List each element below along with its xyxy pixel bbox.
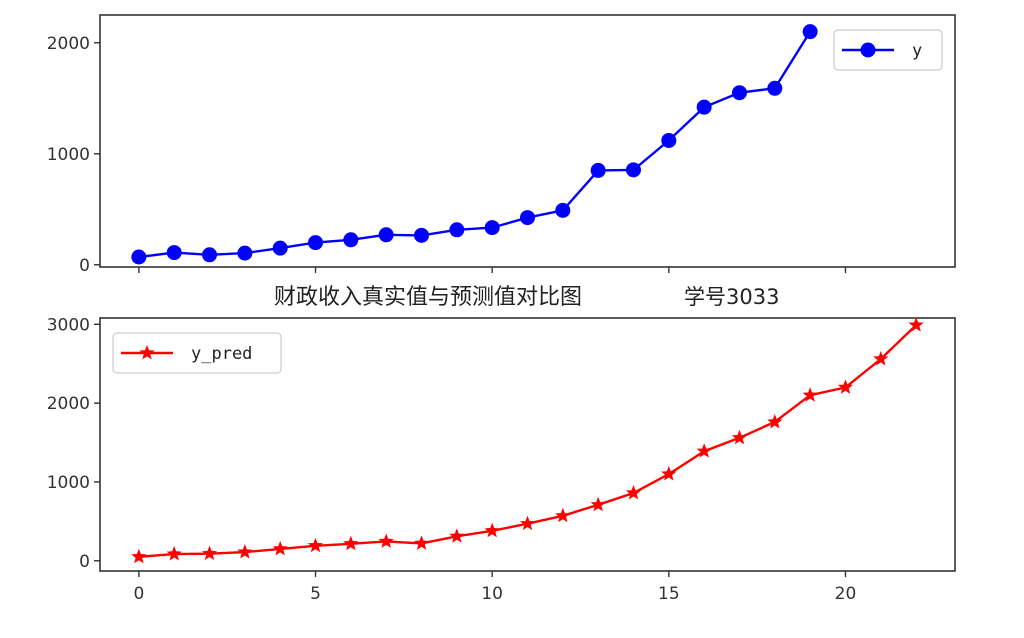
data-point [272,540,288,556]
data-point [413,535,430,550]
data-point [307,537,324,553]
data-point [837,379,854,394]
data-point [343,535,359,551]
data-point [802,387,818,402]
x-tick-label: 5 [310,584,321,604]
data-point [131,548,147,564]
data-point [449,222,465,238]
y-tick-label: 2000 [47,394,90,414]
chart-title: 财政收入真实值与预测值对比图 [274,285,582,310]
y-tick-label: 1000 [47,473,90,493]
legend-label: y_pred [191,344,252,364]
data-point [731,85,747,101]
data-point [625,162,641,178]
bottom-axes: 0 1000 2000 3000 0 5 10 15 20 y_pred [47,315,956,604]
data-point [555,202,571,218]
data-point [625,484,642,500]
data-point [731,429,748,445]
data-point [802,24,818,40]
data-point [166,546,182,561]
data-point [201,545,218,561]
data-point [414,227,430,243]
data-point [661,132,677,148]
axes-frame [99,14,956,268]
data-point [237,544,253,559]
data-point [696,443,712,458]
series-line-y [138,31,812,259]
data-point [449,528,465,543]
data-point [166,245,182,261]
data-point [767,414,783,429]
data-point [590,496,606,512]
data-point [555,507,571,523]
data-point [484,522,500,538]
data-point [378,227,394,243]
x-tick-label: 15 [658,584,680,604]
data-point [202,247,218,263]
y-tick-label: 0 [79,552,90,572]
y-tick-label: 2000 [47,34,90,54]
y-tick-label: 3000 [47,315,90,335]
data-point [131,249,147,265]
data-point [661,466,677,481]
legend-marker [139,345,155,360]
y-tick-label: 1000 [47,145,90,165]
legend-marker [860,42,876,58]
data-point [343,232,359,248]
data-point [520,210,535,226]
axes-frame [99,317,956,572]
data-point [308,235,324,251]
data-point [908,317,924,332]
student-id-label: 学号3033 [684,285,779,309]
data-point [378,533,394,548]
data-point [272,240,288,256]
x-tick-label: 20 [835,584,857,604]
legend-box [112,332,282,374]
data-point [696,99,712,115]
data-point [767,80,783,96]
data-point [484,220,500,236]
legend-label: y [912,41,922,61]
data-point [590,162,606,178]
y-tick-label: 0 [79,256,90,276]
data-point [873,350,889,366]
data-point [237,245,253,261]
x-tick-label: 10 [481,584,503,604]
top-axes: 0 1000 2000 y [47,14,956,276]
x-tick-label: 0 [133,584,144,604]
data-point [519,515,536,531]
